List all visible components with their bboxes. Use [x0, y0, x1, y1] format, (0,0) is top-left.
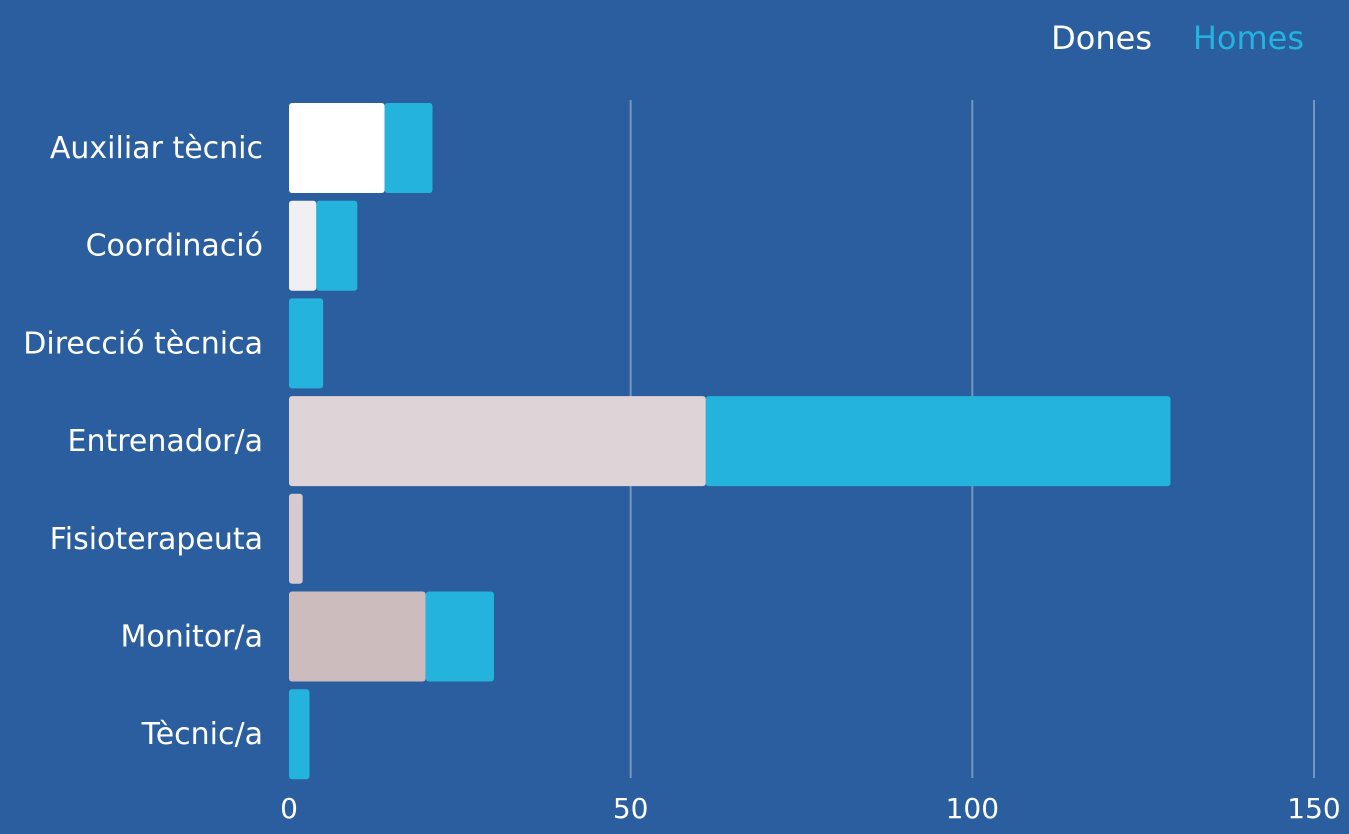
bar-homes-5 [425, 591, 494, 682]
category-label-2: Direcció tècnica [23, 326, 263, 361]
x-tick-label-100: 100 [946, 792, 999, 825]
x-tick-label-50: 50 [613, 792, 649, 825]
bar-dones-3 [289, 396, 706, 487]
x-tick-label-150: 150 [1287, 792, 1340, 825]
bar-homes-2 [289, 298, 324, 389]
bar-dones-1 [289, 200, 317, 291]
category-label-0: Auxiliar tècnic [50, 131, 263, 166]
category-label-1: Coordinació [86, 229, 263, 264]
bar-dones-4 [289, 493, 303, 584]
bar-homes-6 [289, 689, 310, 780]
category-label-3: Entrenador/a [68, 424, 263, 459]
legend-homes: Homes [1193, 19, 1304, 57]
bar-homes-1 [316, 200, 358, 291]
bar-dones-5 [289, 591, 426, 682]
bar-dones-0 [289, 103, 385, 193]
bar-homes-0 [384, 103, 433, 193]
category-label-5: Monitor/a [120, 620, 263, 655]
x-tick-label-0: 0 [280, 792, 298, 825]
category-label-6: Tècnic/a [141, 717, 263, 752]
category-label-4: Fisioterapeuta [50, 522, 263, 557]
legend-dones: Dones [1051, 19, 1152, 57]
bar-homes-3 [705, 396, 1171, 487]
